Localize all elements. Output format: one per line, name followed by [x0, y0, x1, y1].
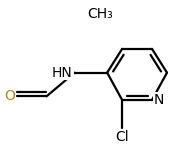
- Text: N: N: [154, 93, 164, 107]
- Text: O: O: [4, 89, 15, 103]
- Text: CH₃: CH₃: [87, 7, 113, 21]
- Text: Cl: Cl: [115, 130, 129, 144]
- Text: HN: HN: [52, 66, 73, 80]
